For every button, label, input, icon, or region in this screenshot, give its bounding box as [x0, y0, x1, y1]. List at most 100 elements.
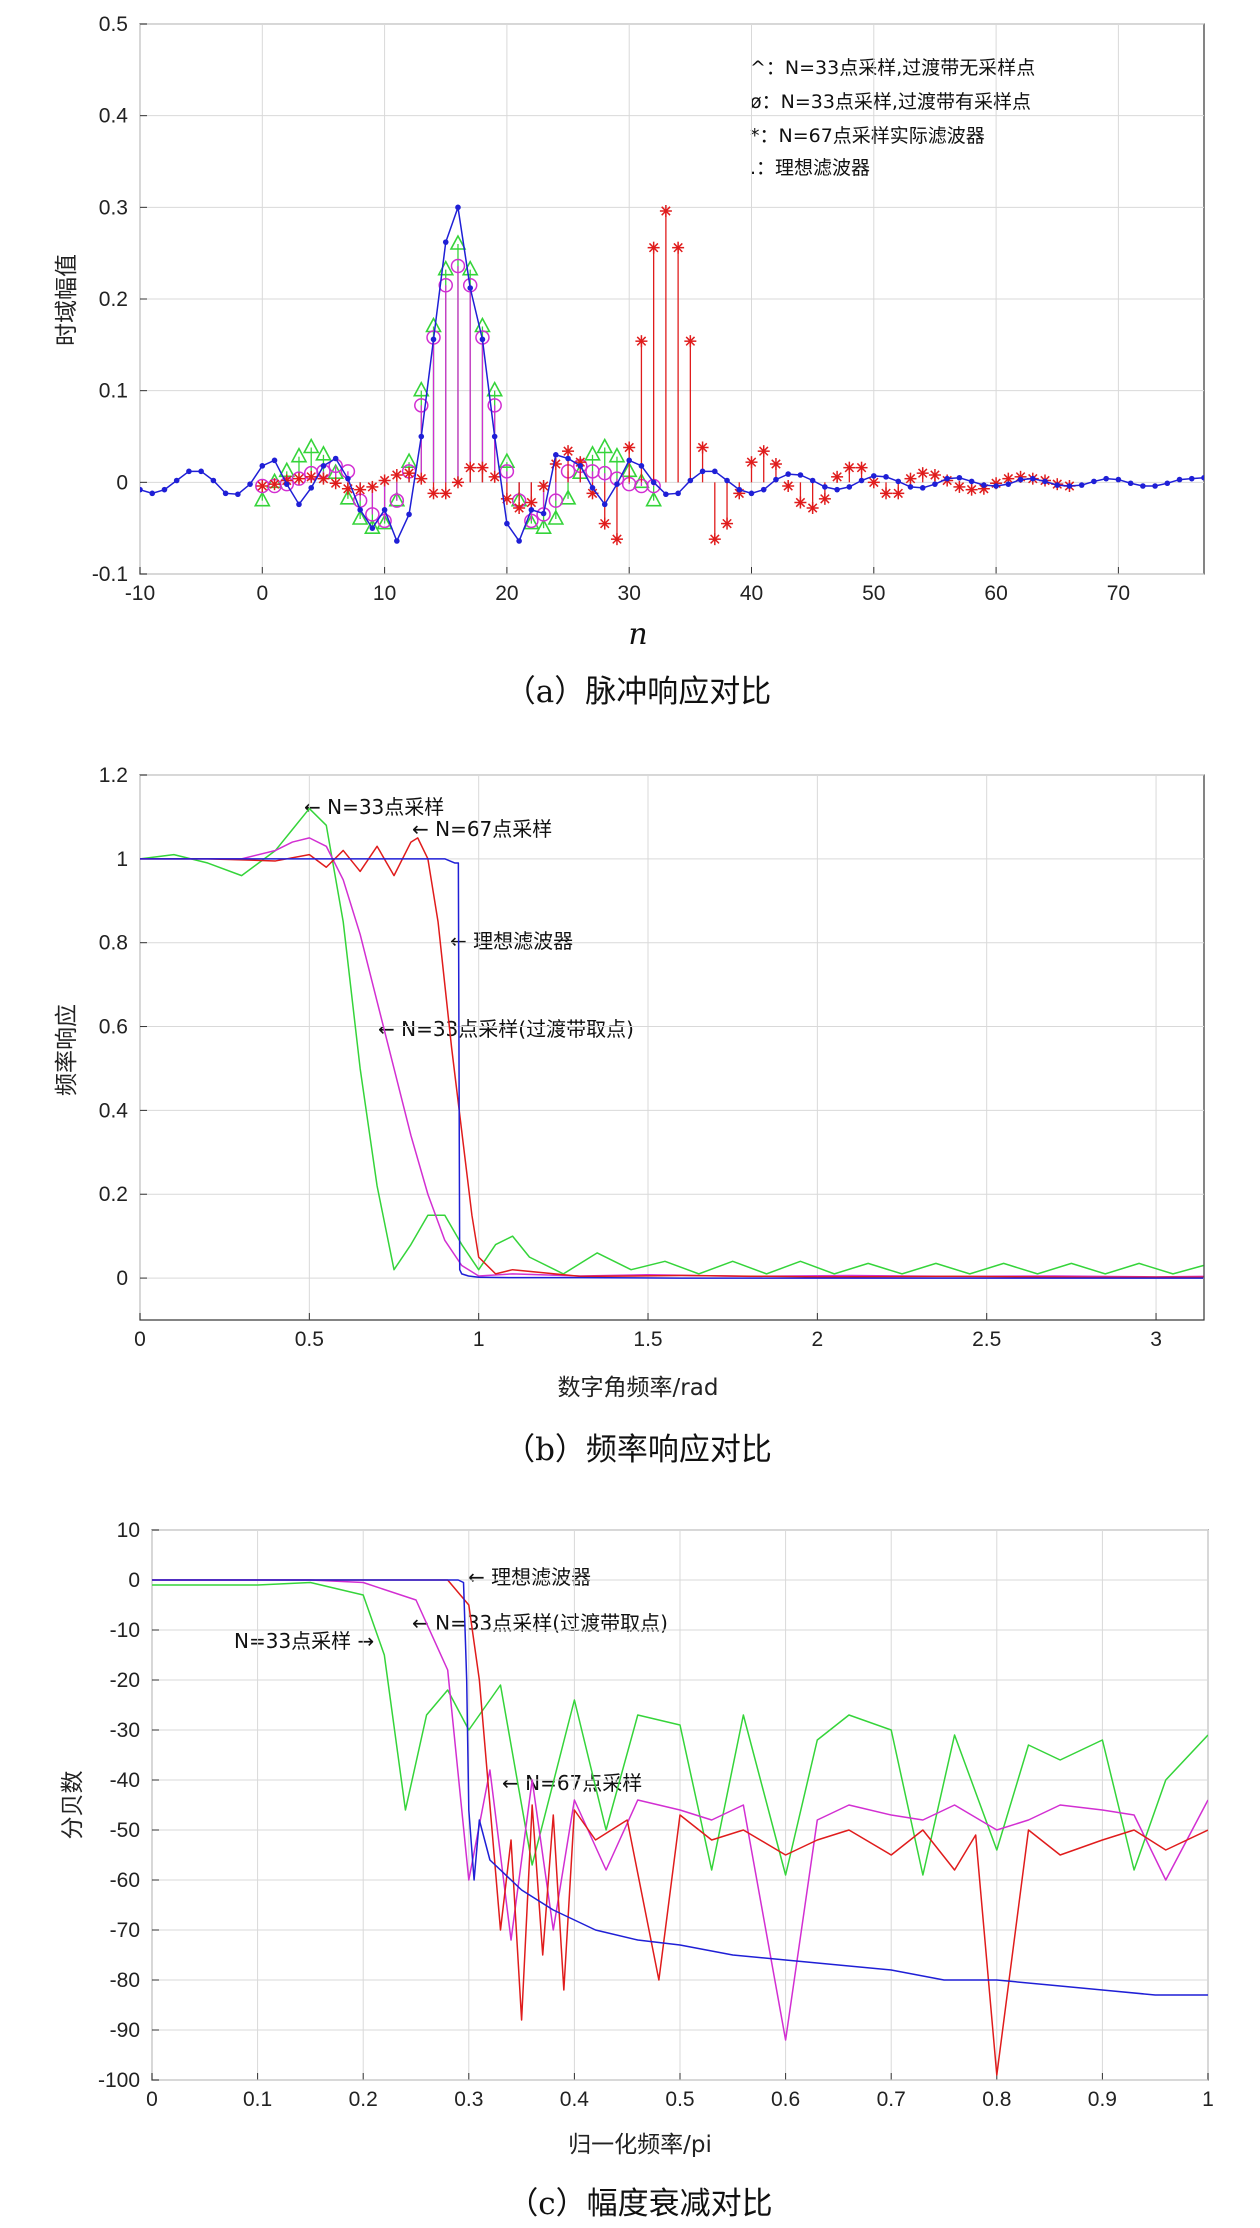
- dot-marker: [919, 485, 926, 491]
- dot-marker: [748, 490, 755, 497]
- triangle-marker: [559, 489, 577, 505]
- star-marker: [292, 472, 305, 485]
- star-stroke: [355, 484, 365, 495]
- star-stroke: [844, 462, 855, 473]
- star-marker: [329, 477, 342, 490]
- star-stroke: [526, 497, 537, 508]
- x-tick-label: -10: [125, 582, 155, 605]
- star-marker: [366, 480, 379, 493]
- dot-marker: [1188, 475, 1195, 482]
- dot-marker: [504, 520, 510, 527]
- star-stroke: [881, 488, 891, 499]
- dot-marker: [944, 475, 950, 482]
- annotation: ← N=33点采样(过渡带取点): [378, 1017, 634, 1041]
- star-marker: [904, 472, 917, 485]
- triangle-marker: [339, 489, 357, 505]
- star-marker: [268, 478, 281, 491]
- dot-marker: [173, 477, 180, 484]
- triangle-marker: [498, 452, 516, 468]
- y-tick-label: 0.6: [99, 1016, 128, 1039]
- annotation: ← 理想滤波器: [450, 929, 573, 953]
- star-marker: [427, 487, 440, 500]
- star-stroke: [783, 481, 793, 491]
- x-tick-label: 40: [740, 582, 763, 605]
- y-tick-label: -100: [98, 2069, 140, 2092]
- star-stroke: [930, 470, 940, 480]
- star-stroke: [367, 482, 378, 492]
- dot-marker: [140, 486, 143, 493]
- star-marker: [488, 470, 501, 483]
- x-tick-label: 0.6: [771, 2088, 800, 2111]
- star-stroke: [538, 481, 549, 491]
- y-tick-label: 1: [116, 848, 128, 871]
- star-stroke: [269, 479, 280, 489]
- triangle-marker: [449, 234, 467, 250]
- star-marker: [562, 445, 575, 458]
- dot-marker: [491, 433, 498, 440]
- annotation: ← 理想滤波器: [468, 1565, 591, 1589]
- legend-entry: .：理想滤波器: [750, 157, 870, 179]
- triangle-marker: [596, 437, 614, 454]
- circle-marker: [365, 507, 380, 522]
- dot-marker: [1201, 474, 1204, 481]
- dot-marker: [418, 433, 425, 440]
- dot-marker: [565, 455, 571, 462]
- triangle-marker: [290, 446, 308, 463]
- caption-c: （c）幅度衰减对比: [507, 2186, 772, 2222]
- dot-marker: [1152, 483, 1158, 489]
- y-axis-label: 分贝数: [60, 1771, 86, 1840]
- star-marker: [769, 458, 782, 470]
- series-star: [256, 205, 1076, 546]
- y-tick-label: 0.2: [99, 1183, 128, 1206]
- dot-marker: [822, 484, 828, 490]
- star-stroke: [795, 497, 806, 508]
- y-axis-label: 时域幅值: [54, 254, 80, 346]
- dot-marker: [675, 490, 681, 497]
- x-tick-label: 0.5: [295, 1328, 324, 1351]
- series-line: [140, 858, 1204, 1279]
- x-tick-label: 2.5: [972, 1328, 1001, 1351]
- grid: [151, 1529, 1209, 2081]
- dot-marker: [1103, 475, 1109, 482]
- circle-marker: [450, 258, 466, 274]
- panel-attenuation: 分贝数 归一化频率/pi （c）幅度衰减对比 ← 理想滤波器 ← N=33点采样…: [60, 1519, 1214, 2222]
- circle-marker: [414, 398, 429, 413]
- series-line: [140, 837, 1204, 1278]
- circle-marker: [389, 493, 405, 508]
- caption-b: （b）频率响应对比: [504, 1432, 772, 1468]
- star-stroke: [661, 206, 671, 216]
- dot-marker: [540, 510, 547, 517]
- star-marker: [390, 469, 403, 481]
- dot-marker: [638, 463, 645, 469]
- circle-marker: [548, 493, 564, 508]
- circle-marker: [462, 278, 478, 293]
- dot-marker: [699, 468, 706, 475]
- star-marker: [818, 492, 831, 505]
- y-tick-label: 1.2: [99, 764, 128, 787]
- dot-marker: [883, 474, 889, 480]
- dot-marker: [797, 472, 804, 478]
- series-dot: [140, 204, 1204, 544]
- series-line: [152, 1579, 1208, 2076]
- annotation: ← N=67点采样: [412, 817, 552, 841]
- y-tick-label: 0.2: [99, 288, 128, 311]
- star-marker: [354, 483, 367, 496]
- x-tick-label: 0.3: [454, 2088, 483, 2111]
- star-stroke: [465, 462, 475, 473]
- y-tick-label: -40: [110, 1769, 140, 1792]
- x-tick-label: 0.4: [560, 2088, 590, 2111]
- y-tick-label: 0.3: [99, 196, 128, 219]
- plot-series: [152, 1579, 1208, 2076]
- star-marker: [623, 441, 636, 454]
- star-stroke: [624, 442, 634, 453]
- triangle-marker: [376, 513, 393, 530]
- star-stroke: [330, 478, 341, 488]
- star-stroke: [294, 473, 304, 484]
- circle-marker: [524, 513, 539, 529]
- dot-marker: [430, 336, 437, 343]
- dot-marker: [858, 477, 865, 484]
- circle-marker: [438, 278, 453, 293]
- dot-marker: [345, 475, 351, 482]
- dot-marker: [516, 538, 522, 544]
- x-tick-label: 0: [146, 2088, 158, 2111]
